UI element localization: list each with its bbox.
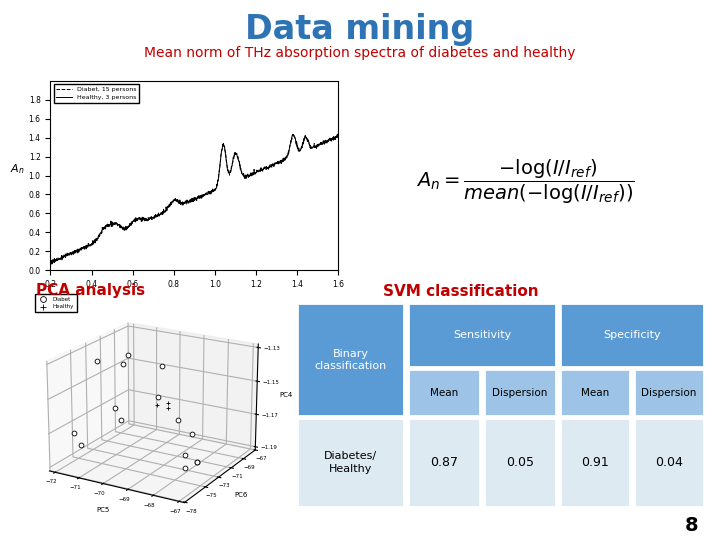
Healthy, 3 persons	[230, 152, 238, 158]
Healthy, 3 persons	[46, 260, 55, 266]
Text: 8: 8	[685, 516, 698, 535]
Diabet, 15 persons	[48, 261, 57, 267]
Healthy, 3 persons	[64, 251, 73, 257]
Text: 0.05: 0.05	[506, 456, 534, 469]
Text: Mean norm of THz absorption spectra of diabetes and healthy: Mean norm of THz absorption spectra of d…	[144, 46, 576, 60]
Diabet, 15 persons	[289, 131, 297, 138]
FancyBboxPatch shape	[408, 303, 556, 367]
FancyBboxPatch shape	[297, 418, 404, 507]
Y-axis label: PC6: PC6	[235, 492, 248, 498]
Healthy, 3 persons	[214, 178, 222, 184]
Text: 0.91: 0.91	[581, 456, 608, 469]
FancyBboxPatch shape	[297, 303, 404, 416]
Line: Healthy, 3 persons: Healthy, 3 persons	[50, 134, 338, 264]
FancyBboxPatch shape	[634, 369, 703, 416]
Healthy, 3 persons	[221, 152, 230, 159]
Diabet, 15 persons	[334, 133, 343, 140]
Healthy, 3 persons	[334, 134, 343, 140]
Healthy, 3 persons	[47, 261, 55, 267]
Healthy, 3 persons	[294, 145, 303, 151]
FancyBboxPatch shape	[408, 369, 480, 416]
Text: Diabetes/
Healthy: Diabetes/ Healthy	[324, 451, 377, 474]
Text: 0.04: 0.04	[654, 456, 683, 469]
Legend: Diabet, 15 persons, Healthy, 3 persons: Diabet, 15 persons, Healthy, 3 persons	[53, 84, 139, 103]
Diabet, 15 persons	[46, 258, 55, 264]
Diabet, 15 persons	[214, 177, 222, 184]
FancyBboxPatch shape	[634, 418, 703, 507]
Text: Sensitivity: Sensitivity	[453, 330, 511, 340]
FancyBboxPatch shape	[484, 369, 556, 416]
Diabet, 15 persons	[294, 148, 303, 154]
FancyBboxPatch shape	[560, 418, 630, 507]
Text: SVM classification: SVM classification	[383, 284, 539, 299]
Diabet, 15 persons	[64, 251, 73, 258]
Text: PCA analysis: PCA analysis	[36, 284, 145, 299]
Text: Binary
classification: Binary classification	[315, 349, 387, 371]
Text: $A_n = \dfrac{-\log(I/I_{ref})}{mean(-\log(I/I_{ref}))}$: $A_n = \dfrac{-\log(I/I_{ref})}{mean(-\l…	[416, 158, 635, 206]
FancyBboxPatch shape	[560, 303, 703, 367]
X-axis label: $\nu$, THz: $\nu$, THz	[179, 294, 210, 307]
Diabet, 15 persons	[221, 150, 230, 157]
Text: Dispersion: Dispersion	[641, 388, 696, 397]
Text: Mean: Mean	[580, 388, 609, 397]
Text: Data mining: Data mining	[246, 14, 474, 46]
FancyBboxPatch shape	[408, 418, 480, 507]
FancyBboxPatch shape	[484, 418, 556, 507]
Healthy, 3 persons	[265, 163, 274, 169]
Text: Specificity: Specificity	[603, 330, 660, 340]
Text: 0.87: 0.87	[430, 456, 458, 469]
Text: Dispersion: Dispersion	[492, 388, 548, 397]
Diabet, 15 persons	[265, 163, 274, 170]
FancyBboxPatch shape	[560, 369, 630, 416]
Line: Diabet, 15 persons: Diabet, 15 persons	[50, 134, 338, 264]
Text: Mean: Mean	[430, 388, 458, 397]
Healthy, 3 persons	[333, 131, 341, 137]
X-axis label: PC5: PC5	[96, 508, 109, 514]
Y-axis label: $A_n$: $A_n$	[10, 161, 24, 176]
Diabet, 15 persons	[230, 151, 238, 157]
Legend: Diabet, Healthy: Diabet, Healthy	[35, 294, 76, 312]
